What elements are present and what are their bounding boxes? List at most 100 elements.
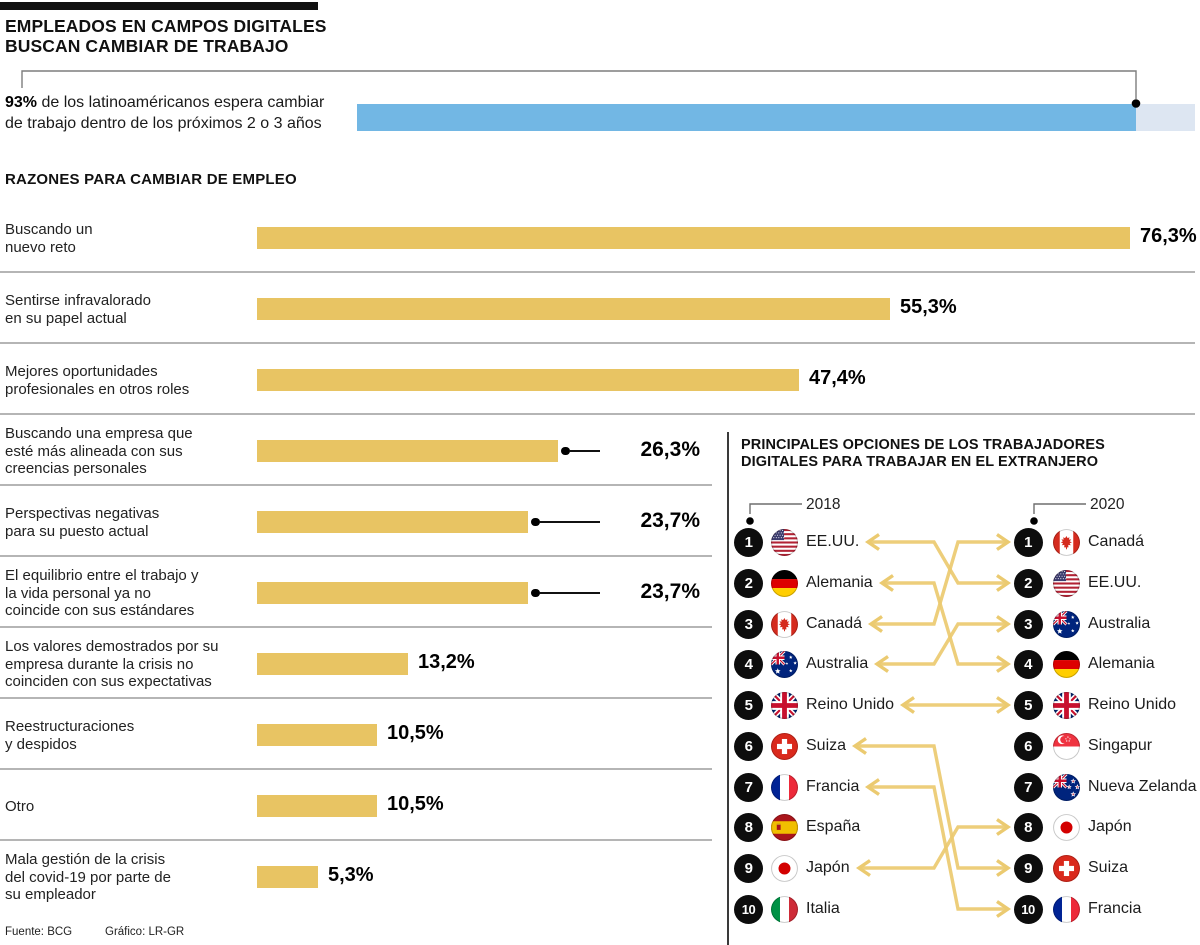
reason-value-label: 13,2%	[418, 651, 475, 673]
rank-number: 6	[1024, 737, 1032, 755]
flag-ca-icon	[770, 610, 798, 638]
country-name: Suiza	[1088, 859, 1129, 876]
rank-row: 6 Suiza	[0, 731, 1200, 761]
rank-row: 2 EE.UU.	[0, 568, 1200, 598]
rank-badge: 9	[1013, 853, 1043, 883]
flag-jp-icon	[1052, 813, 1080, 841]
callout-line	[539, 592, 600, 594]
rank-badge: 1	[734, 527, 763, 557]
flag-jp-icon	[770, 854, 798, 882]
reason-bar	[257, 511, 528, 533]
rank-number: 1	[1024, 533, 1032, 551]
ranking-panel-title: PRINCIPALES OPCIONES DE LOS TRABAJADORES…	[741, 437, 1105, 471]
rank-number: 3	[744, 615, 753, 633]
flag-de-icon	[1052, 650, 1080, 678]
country-name: Singapur	[1088, 737, 1153, 754]
reason-label-line: Buscando una empresa que	[5, 425, 193, 443]
reason-label-line: nuevo reto	[5, 238, 76, 256]
callout-dot	[531, 517, 540, 526]
flag-au-icon	[770, 650, 798, 678]
reason-label-line: coincide con sus estándares	[5, 602, 195, 620]
flag-de-icon	[770, 569, 798, 597]
reason-row: Reestructuraciones y despidos 10,5%	[0, 700, 1200, 771]
country-name: EE.UU.	[1088, 574, 1142, 591]
reason-value-label: 47,4%	[809, 367, 866, 389]
reason-label: Buscando una empresa que esté más alinead…	[5, 416, 255, 487]
reason-row: Perspectivas negativas para su puesto act…	[0, 487, 1200, 558]
flag-sg-icon	[1052, 732, 1080, 760]
rank-row: 4 Australia	[0, 649, 1200, 679]
reason-bar	[257, 369, 799, 391]
rank-number: 8	[744, 818, 753, 836]
row-separator	[0, 555, 712, 557]
flag-us-icon	[770, 528, 798, 556]
year-label-2018: 2018	[806, 496, 841, 513]
rank-row: 9 Japón	[0, 853, 1200, 883]
rank-row: 7 Francia	[0, 772, 1200, 802]
rank-number: 3	[1024, 615, 1032, 633]
rank-number: 5	[1024, 696, 1032, 714]
reason-bar	[257, 653, 408, 675]
flag-fr-icon	[770, 773, 798, 801]
reason-value-label: 5,3%	[328, 864, 374, 886]
ranking-panel-title-line2: DIGITALES PARA TRABAJAR EN EL EXTRANJERO	[741, 454, 1099, 470]
reason-bar	[257, 227, 1130, 249]
row-separator	[0, 697, 712, 699]
reason-label-line: empresa durante la crisis no	[5, 655, 194, 673]
reason-label-line: Los valores demostrados por su	[5, 638, 219, 656]
rank-badge: 10	[1013, 894, 1043, 924]
flag-us-icon	[1052, 569, 1080, 597]
reason-label: Sentirse infravalorado en su papel actual	[5, 274, 255, 345]
reason-label-line: la vida personal ya no	[5, 584, 151, 602]
reason-label: Otro	[5, 771, 255, 842]
country-name: Alemania	[806, 574, 873, 591]
reason-label-line: del covid-19 por parte de	[5, 868, 171, 886]
reason-label-line: creencias personales	[5, 460, 147, 478]
callout-line	[569, 450, 600, 452]
stat-bar-fill	[357, 104, 1136, 131]
reason-label-line: Buscando un	[5, 221, 93, 238]
flag-nz-icon	[1052, 773, 1080, 801]
country-name: Australia	[806, 655, 869, 672]
panel-divider	[727, 432, 729, 945]
rank-row: 5 Reino Unido	[0, 690, 1200, 720]
rank-badge: 4	[734, 649, 763, 679]
rank-number: 6	[744, 737, 753, 755]
rank-badge: 9	[734, 853, 763, 883]
ranking-panel-title-line1: PRINCIPALES OPCIONES DE LOS TRABAJADORES	[741, 437, 1105, 453]
rank-badge: 3	[734, 609, 763, 639]
year-label-2020: 2020	[1090, 496, 1125, 513]
reason-bar	[257, 724, 377, 746]
country-name: Nueva Zelanda	[1088, 778, 1197, 795]
country-name: Francia	[806, 778, 860, 795]
rank-number: 2	[744, 574, 753, 592]
reason-label: Buscando un nuevo reto	[5, 203, 255, 274]
row-separator	[0, 484, 712, 486]
reason-label-line: en su papel actual	[5, 309, 127, 327]
reason-row: Buscando un nuevo reto 76,3%	[0, 203, 1200, 274]
reason-value-label: 10,5%	[387, 722, 444, 744]
rank-number: 7	[744, 778, 753, 796]
rank-row: 6 Singapur	[0, 731, 1200, 761]
stat-text-line2: de trabajo dentro de los próximos 2 o 3 …	[5, 115, 322, 132]
country-name: Suiza	[806, 737, 847, 754]
rank-badge: 4	[1013, 649, 1043, 679]
reason-label-line: Perspectivas negativas	[5, 505, 160, 522]
reason-label: Los valores demostrados por su empresa du…	[5, 629, 255, 700]
rank-row: 8 Japón	[0, 812, 1200, 842]
reason-label-line: y despidos	[5, 735, 77, 753]
country-name: Alemania	[1088, 655, 1155, 672]
reason-label: Mejores oportunidades profesionales en ot…	[5, 345, 255, 416]
rank-badge: 3	[1013, 609, 1043, 639]
row-separator	[0, 626, 712, 628]
reason-label-line: Otro	[5, 797, 35, 815]
reason-label-line: Mala gestión de la crisis	[5, 851, 166, 869]
rank-row: 1 Canadá	[0, 527, 1200, 557]
country-name: España	[806, 818, 861, 835]
reasons-section-title: RAZONES PARA CAMBIAR DE EMPLEO	[5, 171, 297, 188]
rank-badge: 8	[734, 812, 763, 842]
reason-row: Mejores oportunidades profesionales en ot…	[0, 345, 1200, 416]
rank-badge: 5	[734, 690, 763, 720]
rank-badge: 10	[734, 894, 763, 924]
reason-label-line: su empleador	[5, 886, 96, 904]
